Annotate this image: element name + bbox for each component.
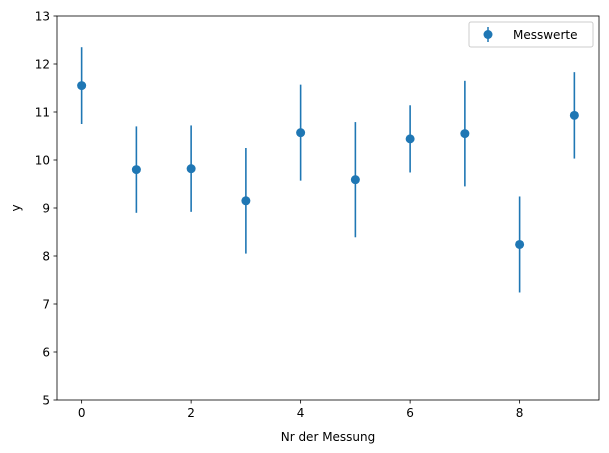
y-tick-label: 12 (35, 58, 50, 72)
y-tick-label: 5 (42, 394, 50, 408)
plot-area (77, 47, 579, 293)
x-tick-label: 8 (516, 406, 524, 420)
x-tick-label: 0 (78, 406, 86, 420)
data-point (186, 164, 196, 174)
x-axis-ticks: 0 2 4 6 8 (78, 400, 524, 420)
data-point (460, 129, 470, 139)
data-point (515, 239, 525, 249)
y-tick-label: 7 (42, 298, 50, 312)
data-point (241, 196, 251, 206)
x-axis-label: Nr der Messung (281, 430, 376, 444)
x-tick-label: 4 (297, 406, 305, 420)
x-tick-label: 2 (187, 406, 195, 420)
data-point (569, 110, 579, 120)
y-tick-label: 8 (42, 250, 50, 264)
legend-box (468, 21, 594, 48)
legend-label: Messwerte (513, 28, 577, 42)
data-point (77, 81, 87, 91)
y-tick-label: 13 (35, 10, 50, 24)
y-tick-label: 6 (42, 346, 50, 360)
y-tick-label: 11 (35, 106, 50, 120)
y-tick-label: 9 (42, 202, 50, 216)
data-point (405, 134, 415, 144)
x-tick-label: 6 (406, 406, 414, 420)
data-point (350, 175, 360, 185)
legend: Messwerte (468, 21, 594, 48)
y-axis-ticks: 5 6 7 8 9 10 11 12 13 (35, 10, 57, 408)
data-point (131, 165, 141, 175)
data-point (296, 128, 306, 138)
legend-marker-icon (483, 30, 493, 39)
y-tick-label: 10 (35, 154, 50, 168)
y-axis-label: y (9, 204, 23, 211)
